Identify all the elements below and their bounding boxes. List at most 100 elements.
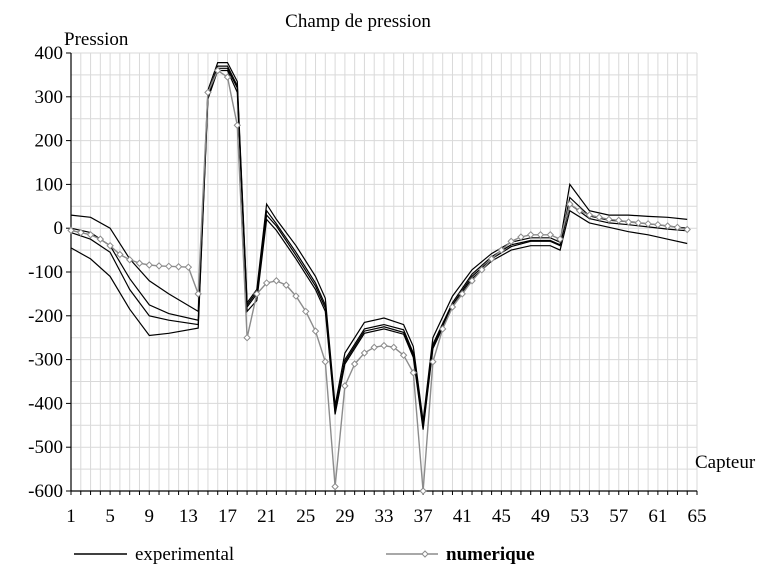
numerique-point [419, 487, 427, 495]
numerique-point [174, 263, 183, 271]
numerique-point [214, 66, 222, 75]
numerique-point [644, 220, 652, 228]
numerique-point [390, 343, 398, 352]
numerique-point [223, 73, 232, 81]
numerique-point [409, 369, 418, 377]
y-tick-label: -400 [28, 393, 63, 414]
numerique-point [634, 219, 643, 227]
numerique-point [673, 223, 682, 232]
numerique-point [527, 231, 535, 239]
numerique-point [468, 277, 476, 285]
numerique-point [517, 233, 525, 241]
numerique-point [595, 213, 603, 221]
numerique-point [125, 256, 134, 264]
numerique-point [204, 88, 212, 97]
numerique-point [429, 358, 437, 366]
numerique-point [311, 327, 320, 335]
numerique-point [253, 290, 261, 298]
numerique-point [615, 216, 623, 225]
x-tick-label: 41 [453, 506, 472, 527]
numerique-point [86, 231, 95, 239]
numerique-point [556, 235, 564, 243]
numerique-line [70, 69, 688, 492]
x-tick-label: 25 [296, 506, 315, 527]
experimental-line [70, 61, 688, 421]
numerique-point [654, 220, 662, 229]
numerique-point [145, 261, 153, 269]
numerique-point [96, 235, 105, 243]
legend-numerique-marker [421, 550, 429, 558]
x-tick-label: 9 [145, 506, 155, 527]
series [67, 61, 691, 495]
numerique-point [399, 351, 408, 359]
x-tick-label: 49 [531, 506, 550, 527]
y-tick-label: 0 [54, 218, 64, 239]
numerique-point [478, 266, 486, 274]
numerique-point [292, 292, 300, 300]
y-tick-label: -100 [28, 262, 63, 283]
numerique-point [302, 307, 310, 316]
numerique-point [585, 211, 594, 219]
numerique-point [683, 225, 691, 234]
experimental-line [70, 67, 688, 428]
x-tick-label: 45 [492, 506, 511, 527]
numerique-point [350, 360, 359, 368]
numerique-point [272, 277, 281, 285]
numerique-point [243, 333, 251, 342]
numerique-point [507, 237, 515, 246]
numerique-point [448, 303, 457, 311]
legend: experimental numerique [74, 544, 535, 565]
experimental-line [70, 65, 688, 426]
numerique-point [155, 262, 163, 270]
numerique-point [116, 250, 124, 259]
y-tick-label: 100 [35, 174, 64, 195]
x-tick-label: 29 [335, 506, 354, 527]
chart-title: Champ de pression [285, 11, 431, 32]
numerique-point [663, 222, 672, 230]
numerique-point [605, 215, 613, 224]
x-tick-label: 33 [375, 506, 394, 527]
numerique-point [624, 218, 633, 226]
numerique-point [370, 343, 378, 352]
numerique-point [487, 255, 496, 263]
numerique-point [184, 263, 193, 271]
numerique-point [497, 246, 506, 254]
x-tick-label: 5 [105, 506, 115, 527]
x-tick-label: 37 [414, 506, 433, 527]
numerique-point [458, 290, 466, 298]
numerique-point [262, 279, 271, 287]
numerique-point [194, 290, 202, 298]
numerique-point [165, 262, 173, 271]
numerique-point [106, 242, 114, 250]
numerique-point [331, 482, 339, 491]
x-axis-label: Capteur [695, 452, 756, 473]
numerique-point [321, 358, 330, 366]
x-tick-label: 1 [66, 506, 76, 527]
y-tick-label: 200 [35, 131, 64, 152]
numerique-point [233, 121, 241, 129]
numerique-point [566, 200, 574, 208]
legend-experimental-label: experimental [135, 544, 234, 565]
x-tick-label: 57 [609, 506, 628, 527]
y-tick-label: -600 [28, 481, 63, 502]
numerique-point [575, 206, 584, 215]
numerique-point [135, 259, 144, 267]
numerique-point [282, 281, 290, 289]
numerique-point [536, 231, 545, 239]
grid [70, 52, 698, 492]
experimental-line [70, 69, 688, 430]
x-tick-label: 21 [257, 506, 276, 527]
x-tick-label: 65 [688, 506, 707, 527]
x-tick-label: 13 [179, 506, 198, 527]
numerique-point [77, 228, 85, 237]
y-tick-label: -200 [28, 306, 63, 327]
y-tick-label: -500 [28, 437, 63, 458]
numerique-point [341, 382, 349, 390]
x-tick-label: 53 [570, 506, 589, 527]
y-tick-label: 400 [35, 43, 64, 64]
x-tick-label: 17 [218, 506, 237, 527]
numerique-point [360, 349, 369, 357]
